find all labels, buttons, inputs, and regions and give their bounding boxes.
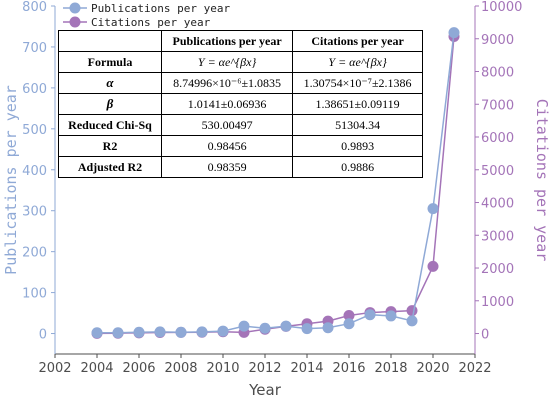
x-tick-label: 2006 xyxy=(122,361,155,376)
legend-label: Publications per year xyxy=(91,2,230,15)
data-point-publications xyxy=(175,326,187,338)
x-tick-label: 2010 xyxy=(206,361,239,376)
y-right-tick-label: 8000 xyxy=(481,66,514,81)
legend-marker xyxy=(69,16,81,28)
x-tick-label: 2016 xyxy=(332,361,365,376)
table-row-label: Formula xyxy=(58,51,162,73)
data-point-citations xyxy=(406,305,418,317)
y-left-tick-label: 400 xyxy=(22,164,47,179)
x-tick-label: 2020 xyxy=(416,361,449,376)
table-row-label: Adjusted R2 xyxy=(58,156,162,178)
x-axis-title: Year xyxy=(248,381,282,399)
x-tick-label: 2012 xyxy=(248,361,281,376)
data-point-publications xyxy=(238,320,250,332)
x-tick-label: 2002 xyxy=(38,361,71,376)
data-point-publications xyxy=(154,326,166,338)
table-col-head-publications: Publications per year xyxy=(160,30,294,52)
table-cell: 530.00497 xyxy=(160,114,294,136)
y-left-tick-label: 800 xyxy=(22,0,47,15)
table-cell: Y = αe^{βx} xyxy=(292,51,423,73)
table-row-alpha: α 8.74996×10⁻⁶±1.0835 1.30754×10⁻⁷±2.138… xyxy=(58,72,423,94)
y-right-tick-label: 2000 xyxy=(481,262,514,277)
table-cell: 0.9893 xyxy=(292,135,423,157)
data-point-publications xyxy=(112,327,124,339)
table-corner-cell xyxy=(58,30,162,52)
y-right-tick-label: 9000 xyxy=(481,33,514,48)
y-left-tick-label: 100 xyxy=(22,287,47,302)
x-tick-label: 2014 xyxy=(290,361,323,376)
y-right-tick-label: 0 xyxy=(481,328,489,343)
y-axis-left-title: Publications per year xyxy=(2,85,20,275)
y-right-tick-label: 10000 xyxy=(481,0,522,15)
table-col-head-citations: Citations per year xyxy=(292,30,423,52)
data-point-publications xyxy=(364,309,376,321)
data-point-publications xyxy=(91,327,103,339)
data-point-publications xyxy=(133,326,145,338)
y-right-tick-label: 5000 xyxy=(481,164,514,179)
y-left-tick-label: 600 xyxy=(22,82,47,97)
legend-marker xyxy=(69,2,81,14)
x-tick-label: 2008 xyxy=(164,361,197,376)
y-left-tick-label: 500 xyxy=(22,123,47,138)
table-cell: 51304.34 xyxy=(292,114,423,136)
table-cell: 1.38651±0.09119 xyxy=(292,93,423,115)
fit-parameters-table: Publications per year Citations per year… xyxy=(58,30,423,178)
y-left-tick-label: 0 xyxy=(39,328,47,343)
table-header-row: Publications per year Citations per year xyxy=(58,30,423,52)
table-cell: 0.98456 xyxy=(160,135,294,157)
y-axis-right-title: Citations per year xyxy=(533,99,550,262)
data-point-publications xyxy=(280,320,292,332)
table-row-label: R2 xyxy=(58,135,162,157)
table-row-beta: β 1.0141±0.06936 1.38651±0.09119 xyxy=(58,93,423,115)
table-cell: 0.98359 xyxy=(160,156,294,178)
table-cell: 0.9886 xyxy=(292,156,423,178)
table-cell: Y = αe^{βx} xyxy=(160,51,294,73)
y-right-tick-label: 7000 xyxy=(481,98,514,113)
data-point-publications xyxy=(196,326,208,338)
table-cell: 8.74996×10⁻⁶±1.0835 xyxy=(160,72,294,94)
table-cell: 1.30754×10⁻⁷±2.1386 xyxy=(292,72,423,94)
data-point-citations xyxy=(343,310,355,322)
y-right-tick-label: 4000 xyxy=(481,197,514,212)
y-right-tick-label: 3000 xyxy=(481,229,514,244)
data-point-publications xyxy=(343,318,355,330)
data-point-publications xyxy=(448,27,460,39)
data-point-publications xyxy=(259,322,271,334)
y-right-tick-label: 1000 xyxy=(481,295,514,310)
data-point-publications xyxy=(301,323,313,335)
table-row-chi-sq: Reduced Chi-Sq 530.00497 51304.34 xyxy=(58,114,423,136)
table-row-label: Reduced Chi-Sq xyxy=(58,114,162,136)
data-point-publications xyxy=(406,315,418,327)
table-cell: 1.0141±0.06936 xyxy=(160,93,294,115)
x-tick-label: 2004 xyxy=(80,361,113,376)
y-left-tick-label: 700 xyxy=(22,41,47,56)
data-point-publications xyxy=(217,325,229,337)
x-tick-label: 2022 xyxy=(458,361,491,376)
x-tick-label: 2018 xyxy=(374,361,407,376)
data-point-publications xyxy=(427,203,439,215)
table-row-label: β xyxy=(58,93,162,115)
table-row-r2: R2 0.98456 0.9893 xyxy=(58,135,423,157)
legend-label: Citations per year xyxy=(91,16,211,29)
table-row-adjusted-r2: Adjusted R2 0.98359 0.9886 xyxy=(58,156,423,178)
table-row-formula: Formula Y = αe^{βx} Y = αe^{βx} xyxy=(58,51,423,73)
y-left-tick-label: 200 xyxy=(22,246,47,261)
data-point-publications xyxy=(322,322,334,334)
data-point-citations xyxy=(427,260,439,272)
data-point-publications xyxy=(385,310,397,322)
y-right-tick-label: 6000 xyxy=(481,131,514,146)
y-left-tick-label: 300 xyxy=(22,205,47,220)
table-row-label: α xyxy=(58,72,162,94)
